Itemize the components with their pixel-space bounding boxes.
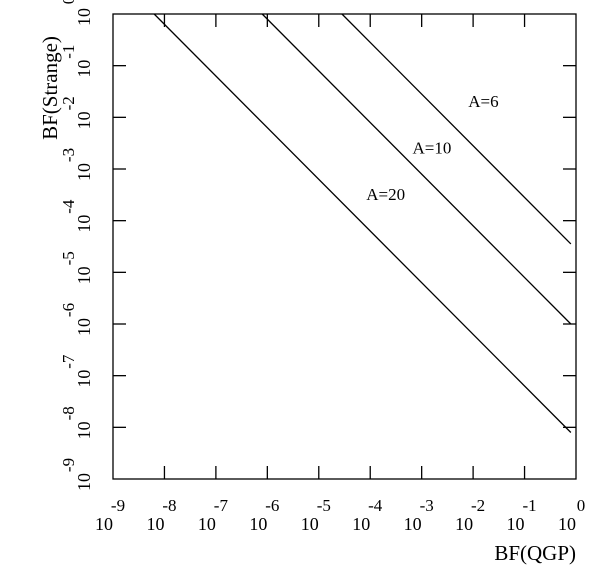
y-tick-label-exponent-1: -1 xyxy=(59,45,78,59)
x-tick-label-base-5: 10 xyxy=(352,514,370,534)
x-tick-label-base-1: 10 xyxy=(146,514,164,534)
x-axis-label: BF(QGP) xyxy=(494,541,576,565)
y-tick-label-base-0: 10 xyxy=(74,8,94,26)
y-tick-label-exponent-3: -3 xyxy=(59,148,78,162)
x-tick-label-exponent-2: -7 xyxy=(214,496,229,515)
y-tick-label-exponent-7: -7 xyxy=(59,354,78,369)
x-tick-label-base-9: 10 xyxy=(558,514,576,534)
x-tick-label-base-7: 10 xyxy=(455,514,473,534)
x-tick-label-base-6: 10 xyxy=(404,514,422,534)
x-tick-label-exponent-3: -6 xyxy=(265,496,279,515)
x-tick-label-base-4: 10 xyxy=(301,514,319,534)
ticks xyxy=(113,14,576,479)
series-lines: A=6 A=10 A=20 xyxy=(153,13,572,433)
series-line-a6 xyxy=(341,13,572,245)
y-tick-label-base-9: 10 xyxy=(74,473,94,491)
y-tick-label-exponent-0: 0 xyxy=(59,0,78,4)
y-tick-label-base-6: 10 xyxy=(74,318,94,336)
x-tick-label-exponent-1: -8 xyxy=(162,496,176,515)
y-tick-label-exponent-6: -6 xyxy=(59,303,78,317)
x-tick-label-base-0: 10 xyxy=(95,514,113,534)
y-tick-label-exponent-5: -5 xyxy=(59,251,78,265)
plot-frame xyxy=(112,13,577,480)
x-tick-label-exponent-9: 0 xyxy=(577,496,586,515)
series-label-a20: A=20 xyxy=(366,185,405,204)
x-tick-label-exponent-8: -1 xyxy=(522,496,536,515)
x-tick-label-base-8: 10 xyxy=(507,514,525,534)
x-tick-label-exponent-4: -5 xyxy=(317,496,331,515)
x-tick-label-base-3: 10 xyxy=(249,514,267,534)
y-tick-label-base-7: 10 xyxy=(74,370,94,388)
x-tick-label-base-2: 10 xyxy=(198,514,216,534)
y-tick-label-base-8: 10 xyxy=(74,421,94,439)
y-tick-label-base-2: 10 xyxy=(74,111,94,129)
series-label-a10: A=10 xyxy=(413,139,452,158)
y-tick-label-exponent-4: -4 xyxy=(59,199,78,214)
x-tick-label-exponent-7: -2 xyxy=(471,496,485,515)
series-line-a10 xyxy=(261,13,572,325)
x-tick-label-exponent-6: -3 xyxy=(420,496,434,515)
x-tick-label-exponent-0: -9 xyxy=(111,496,125,515)
y-tick-label-exponent-8: -8 xyxy=(59,406,78,420)
y-axis-label: BF(Strange) xyxy=(38,36,62,140)
y-tick-label-base-1: 10 xyxy=(74,60,94,78)
y-tick-label-base-4: 10 xyxy=(74,215,94,233)
y-tick-label-exponent-2: -2 xyxy=(59,96,78,110)
y-tick-label-exponent-9: -9 xyxy=(59,458,78,472)
y-tick-label-base-5: 10 xyxy=(74,266,94,284)
series-label-a6: A=6 xyxy=(468,92,498,111)
y-tick-label-base-3: 10 xyxy=(74,163,94,181)
series-line-a20 xyxy=(153,13,572,433)
x-tick-label-exponent-5: -4 xyxy=(368,496,383,515)
